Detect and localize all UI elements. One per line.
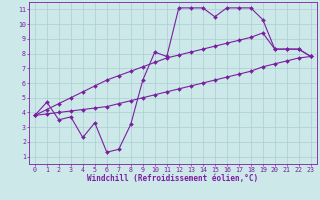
X-axis label: Windchill (Refroidissement éolien,°C): Windchill (Refroidissement éolien,°C) xyxy=(87,174,258,183)
